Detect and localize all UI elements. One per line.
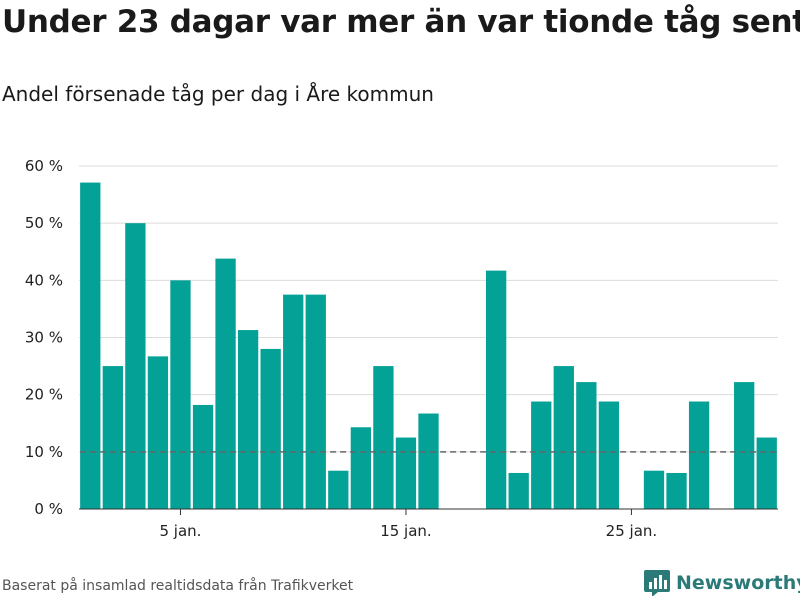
y-tick-label: 60 %: [25, 157, 63, 175]
bar: [553, 366, 574, 509]
bar: [418, 413, 439, 509]
bar: [598, 401, 620, 509]
bar: [531, 401, 552, 509]
chart-subtitle: Andel försenade tåg per dag i Åre kommun: [2, 82, 434, 106]
bar: [508, 472, 529, 509]
bar: [215, 258, 236, 509]
bar: [756, 437, 777, 509]
bar: [125, 223, 146, 509]
bar: [643, 470, 665, 509]
bar: [260, 348, 281, 509]
x-tick-label: 15 jan.: [380, 522, 432, 540]
bar: [147, 356, 169, 509]
bar: [170, 280, 191, 509]
bar: [102, 366, 123, 509]
bar: [80, 182, 101, 509]
bar: [350, 427, 372, 509]
y-tick-label: 40 %: [25, 271, 63, 289]
y-tick-label: 20 %: [25, 386, 63, 404]
y-tick-label: 30 %: [25, 329, 63, 347]
bar: [485, 270, 507, 509]
bar: [734, 382, 755, 509]
bar: [237, 330, 259, 509]
bar: [395, 437, 417, 509]
x-tick-label: 25 jan.: [606, 522, 658, 540]
bar: [328, 470, 349, 509]
bar: [666, 472, 687, 509]
y-tick-label: 50 %: [25, 214, 63, 232]
brand-logo: Newsworthy: [644, 570, 800, 596]
bar: [192, 404, 214, 509]
y-tick-label: 0 %: [34, 500, 63, 518]
source-note: Baserat på insamlad realtidsdata från Tr…: [2, 578, 354, 594]
bar: [283, 294, 304, 509]
bar: [576, 382, 597, 509]
x-tick-label: 5 jan.: [159, 522, 201, 540]
newsworthy-logo-icon: [644, 570, 670, 596]
y-tick-label: 10 %: [25, 443, 63, 461]
brand-name: Newsworthy: [676, 572, 800, 594]
bar: [373, 366, 394, 509]
bar: [305, 294, 326, 509]
chart-title: Under 23 dagar var mer än var tionde tåg…: [2, 4, 800, 40]
bar: [688, 401, 710, 509]
